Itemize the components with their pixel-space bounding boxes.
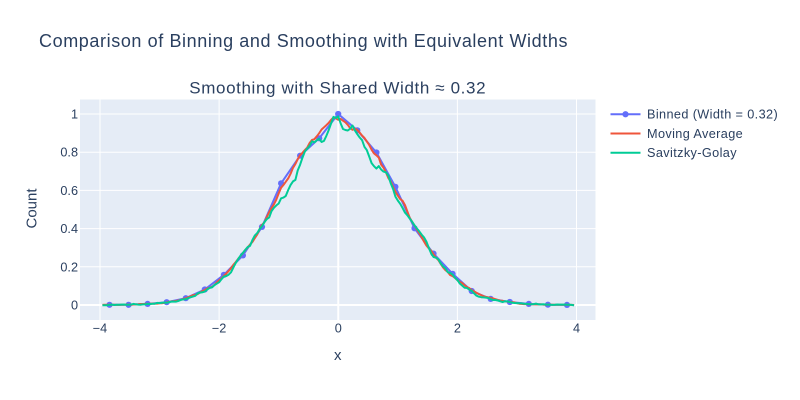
svg-text:Savitzky-Golay: Savitzky-Golay — [647, 146, 737, 160]
svg-text:1: 1 — [71, 108, 78, 122]
svg-text:4: 4 — [573, 322, 580, 336]
svg-text:x: x — [334, 347, 342, 364]
svg-text:−2: −2 — [212, 322, 226, 336]
svg-text:0: 0 — [71, 299, 78, 313]
svg-text:0.2: 0.2 — [60, 260, 78, 274]
svg-text:Comparison of Binning and Smoo: Comparison of Binning and Smoothing with… — [39, 31, 568, 51]
svg-text:Count: Count — [24, 188, 41, 229]
svg-text:Moving Average: Moving Average — [647, 127, 743, 141]
svg-text:0.6: 0.6 — [60, 184, 78, 198]
svg-text:Binned (Width = 0.32): Binned (Width = 0.32) — [647, 108, 778, 122]
svg-text:2: 2 — [454, 322, 461, 336]
svg-text:0.4: 0.4 — [60, 222, 78, 236]
svg-text:0: 0 — [335, 322, 342, 336]
svg-text:Smoothing with Shared Width ≈: Smoothing with Shared Width ≈ 0.32 — [189, 78, 486, 97]
svg-text:−4: −4 — [93, 322, 107, 336]
svg-text:0.8: 0.8 — [60, 146, 78, 160]
